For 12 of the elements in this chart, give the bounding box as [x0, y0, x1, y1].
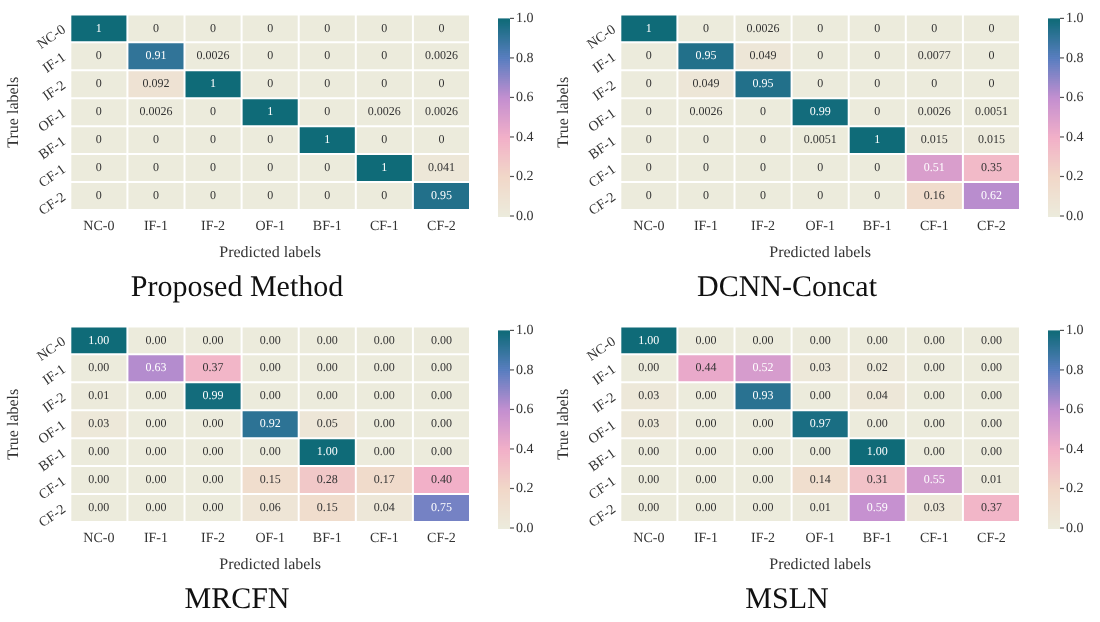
text: MSLN — [745, 583, 829, 616]
y-axis-title: True labels — [3, 388, 22, 460]
y-axis-title: True labels — [553, 76, 572, 148]
y-axis-title: True labels — [553, 388, 572, 460]
x-axis-title: Predicted labels — [769, 554, 872, 573]
x-axis-title: Predicted labels — [769, 242, 872, 261]
text: Proposed Method — [130, 271, 345, 304]
x-axis-title: Predicted labels — [219, 242, 322, 261]
y-axis-title: True labels — [3, 76, 22, 148]
text: MRCFN — [184, 583, 290, 616]
x-axis-title: Predicted labels — [219, 554, 322, 573]
text: DCNN-Concat — [697, 271, 879, 304]
